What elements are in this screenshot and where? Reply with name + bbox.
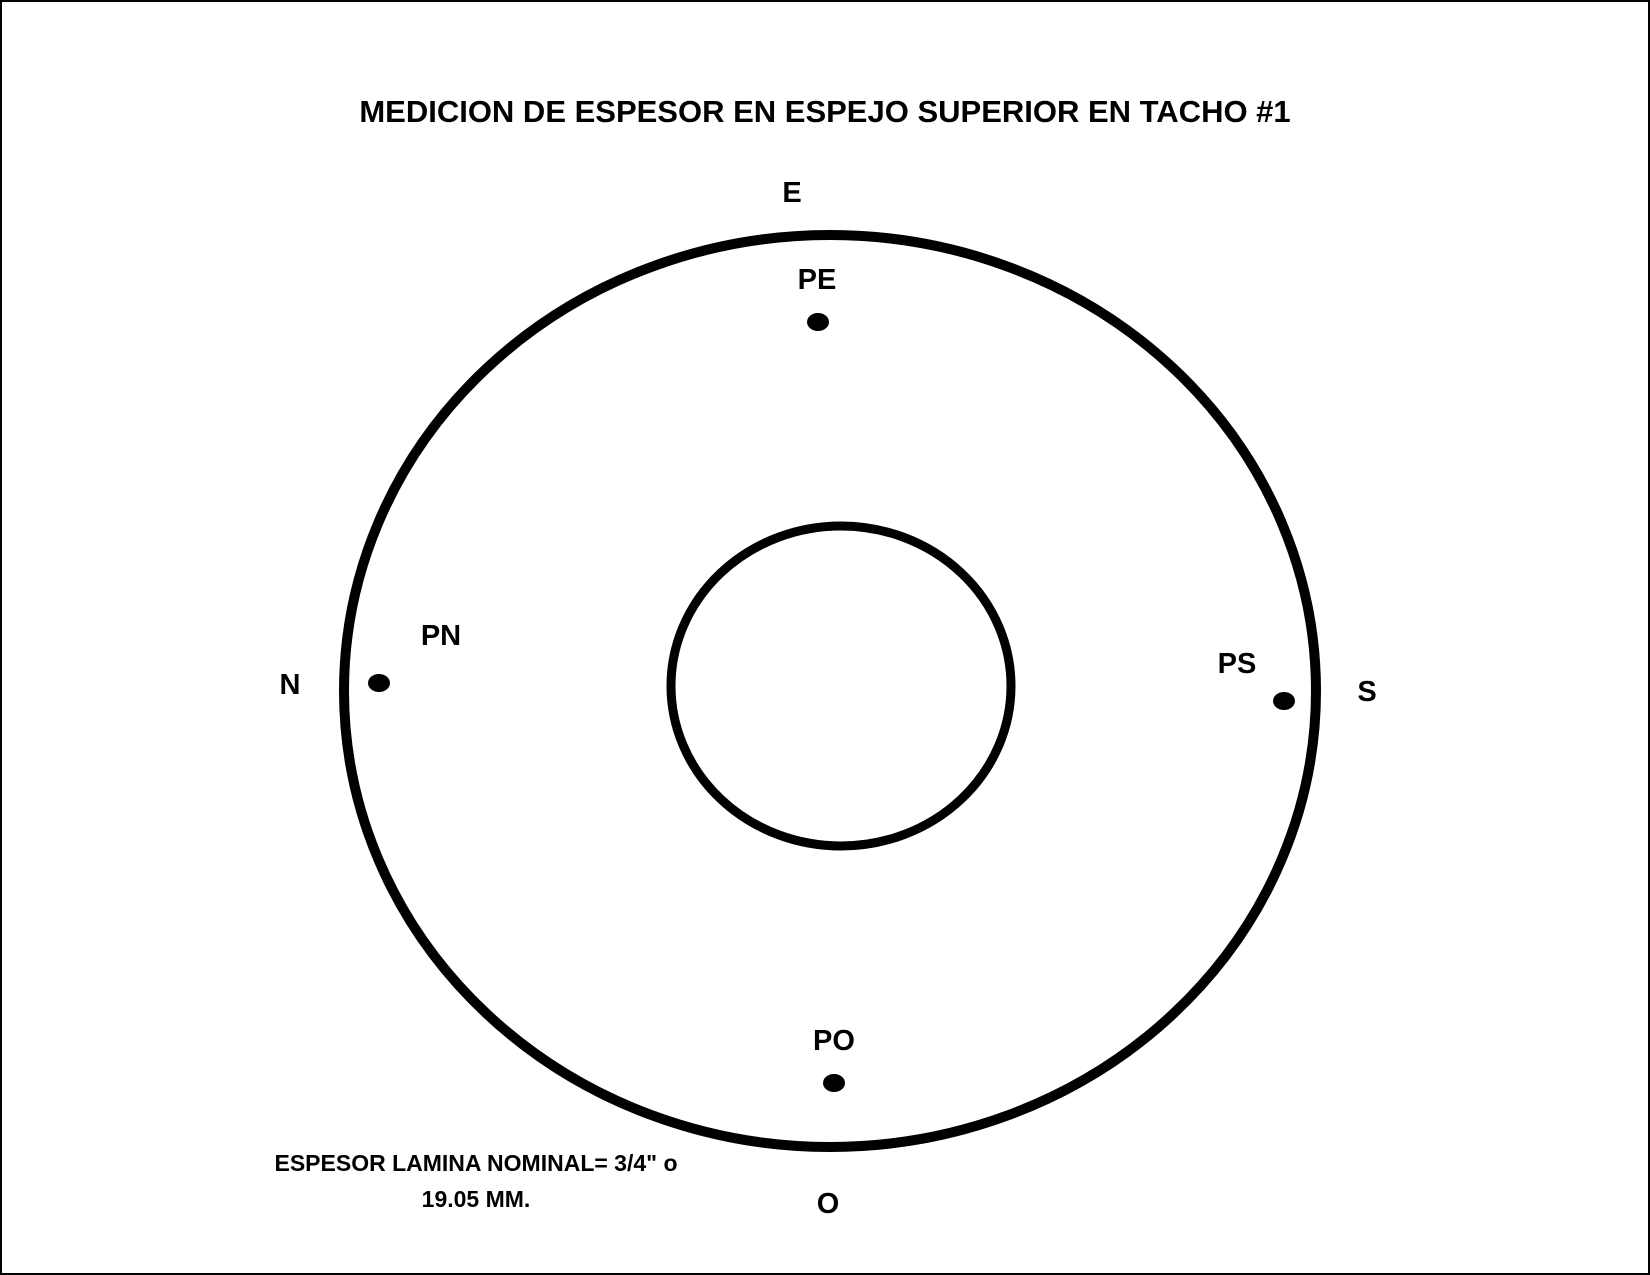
point-south-marker: [1273, 692, 1295, 710]
point-north-marker: [368, 674, 390, 692]
page-title: MEDICION DE ESPESOR EN ESPEJO SUPERIOR E…: [359, 94, 1290, 129]
inner-ring: [666, 521, 1016, 851]
outer-ring: [339, 230, 1321, 1152]
point-north-label: PN: [421, 620, 461, 652]
direction-west-label: O: [817, 1188, 840, 1220]
point-east-marker: [807, 313, 829, 331]
point-west-label: PO: [813, 1025, 855, 1057]
nominal-thickness-note-line1: ESPESOR LAMINA NOMINAL= 3/4" o: [274, 1150, 677, 1176]
nominal-thickness-note-line2: 19.05 MM.: [422, 1186, 531, 1212]
direction-east-label: E: [782, 177, 801, 209]
point-south-label: PS: [1218, 648, 1257, 680]
direction-south-label: S: [1357, 676, 1376, 708]
direction-north-label: N: [280, 669, 301, 701]
point-east-label: PE: [798, 264, 837, 296]
point-west-marker: [823, 1074, 845, 1092]
